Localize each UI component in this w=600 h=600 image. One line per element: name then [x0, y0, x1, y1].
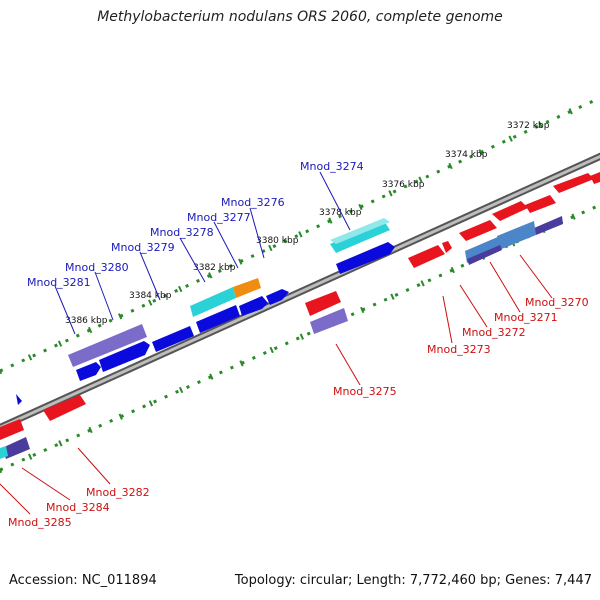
- tick-mark: [298, 231, 303, 238]
- gene-mnod-3278[interactable]: [196, 296, 268, 333]
- gene-label[interactable]: Mnod_3284: [46, 501, 110, 514]
- lower-scale-track: [0, 203, 600, 472]
- gene-label[interactable]: Mnod_3274: [300, 160, 364, 173]
- tick-labels: 3372 kbp 3374 kbp 3376 kbp 3378 kbp 3380…: [65, 121, 550, 326]
- gene-label[interactable]: Mnod_3279: [111, 241, 175, 254]
- tick-mark: [178, 285, 183, 293]
- tick-mark: [448, 162, 453, 170]
- tick-mark: [418, 176, 423, 183]
- gene-mnod-3273[interactable]: [408, 220, 497, 268]
- tick-label: 3378 kbp: [319, 208, 362, 218]
- gene-mnod-3284[interactable]: [0, 419, 24, 440]
- tick-mark: [568, 108, 573, 115]
- tick-mark: [299, 333, 304, 340]
- gene-mnod-3274[interactable]: [330, 218, 395, 274]
- tick-label: 3376 kbp: [382, 180, 425, 190]
- gene-mnod-3282[interactable]: [43, 395, 86, 421]
- tick-mark: [538, 121, 543, 129]
- tick-mark: [269, 346, 274, 354]
- tick-mark: [117, 313, 123, 320]
- gene-mnod-3277[interactable]: [190, 278, 261, 317]
- tick-mark: [450, 266, 455, 274]
- tick-mark: [27, 354, 33, 361]
- tick-label: 3382 kbp: [193, 263, 236, 273]
- gene-mnod-3275[interactable]: [305, 291, 348, 334]
- gene-label[interactable]: Mnod_3280: [65, 261, 129, 274]
- gene-mnod-3285[interactable]: [0, 437, 30, 459]
- gene-label[interactable]: Mnod_3276: [221, 196, 285, 209]
- tick-mark: [148, 299, 153, 306]
- tick-mark: [87, 326, 93, 334]
- tick-mark: [88, 426, 93, 434]
- gene-label[interactable]: Mnod_3277: [187, 211, 251, 224]
- reverse-genes: [0, 172, 600, 459]
- upper-scale-track: [0, 96, 600, 373]
- gene-label[interactable]: Mnod_3271: [494, 311, 558, 324]
- tick-mark: [420, 280, 425, 287]
- tick-label: 3384 kbp: [129, 291, 172, 301]
- gene-mnod-3272[interactable]: [465, 236, 502, 265]
- top-leader-lines: [54, 171, 351, 335]
- tick-mark: [57, 340, 63, 347]
- tick-mark: [268, 244, 273, 252]
- backbone: [0, 152, 600, 432]
- accession-text: Accession: NC_011894: [9, 573, 157, 588]
- lower-tick-marks: [0, 213, 576, 474]
- tick-label: 3372 kbp: [507, 121, 550, 131]
- genome-summary-text: Topology: circular; Length: 7,772,460 bp…: [234, 573, 592, 588]
- gene-label[interactable]: Mnod_3281: [27, 276, 91, 289]
- gene-label[interactable]: Mnod_3282: [86, 486, 150, 499]
- map-title: Methylobacterium nodulans ORS 2060, comp…: [97, 9, 503, 25]
- tick-mark: [390, 293, 395, 300]
- bottom-gene-labels: Mnod_3270 Mnod_3271 Mnod_3272 Mnod_3273 …: [8, 296, 589, 529]
- tick-mark: [239, 360, 244, 367]
- bottom-leader-lines: [0, 254, 553, 515]
- gene-label[interactable]: Mnod_3278: [150, 226, 214, 239]
- gene-label[interactable]: Mnod_3285: [8, 516, 72, 529]
- tick-mark: [118, 413, 123, 420]
- gene-mnod-3281[interactable]: [76, 362, 101, 381]
- tick-mark: [508, 135, 513, 142]
- gene-label[interactable]: Mnod_3270: [525, 296, 589, 309]
- tick-mark: [209, 373, 214, 380]
- tick-mark: [478, 149, 483, 156]
- tick-mark: [358, 203, 363, 211]
- gene-mnod-3280[interactable]: [68, 324, 150, 372]
- tick-mark: [328, 217, 333, 224]
- tick-mark: [58, 440, 63, 447]
- tick-mark: [571, 213, 576, 220]
- tick-mark: [148, 400, 154, 407]
- tick-mark: [208, 272, 213, 279]
- tick-mark: [0, 467, 3, 474]
- upper-tick-marks: [0, 108, 573, 375]
- tick-mark: [0, 368, 3, 375]
- gene-label[interactable]: Mnod_3272: [462, 326, 526, 339]
- forward-genes: [16, 218, 395, 405]
- tick-label: 3374 kbp: [445, 150, 488, 160]
- tick-mark: [238, 258, 243, 265]
- top-gene-labels: Mnod_3274 Mnod_3276 Mnod_3277 Mnod_3278 …: [27, 160, 364, 289]
- gene-label[interactable]: Mnod_3273: [427, 343, 491, 356]
- gene-mnod-3279[interactable]: [152, 326, 194, 352]
- gene-mnod-3271[interactable]: [497, 221, 536, 250]
- tick-label: 3386 kbp: [65, 316, 108, 326]
- gene-mnod-3276[interactable]: [266, 289, 289, 305]
- gene-mnod-3270[interactable]: [492, 172, 600, 235]
- tick-mark: [28, 453, 33, 460]
- tick-mark: [178, 386, 184, 394]
- gene-small-arrow[interactable]: [16, 394, 22, 405]
- tick-mark: [360, 306, 365, 314]
- tick-label: 3380 kbp: [256, 236, 299, 246]
- gene-label[interactable]: Mnod_3275: [333, 385, 397, 398]
- tick-mark: [388, 190, 393, 197]
